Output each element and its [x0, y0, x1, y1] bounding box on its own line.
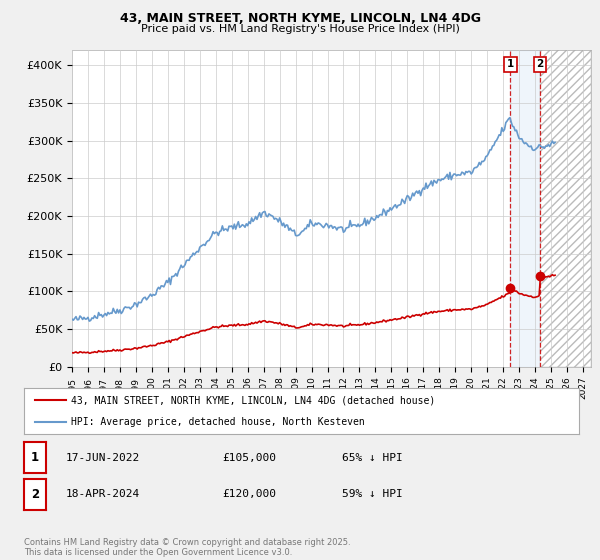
Text: 17-JUN-2022: 17-JUN-2022 [66, 453, 140, 463]
Text: £120,000: £120,000 [222, 489, 276, 499]
Bar [511, 50, 540, 367]
Text: Contains HM Land Registry data © Crown copyright and database right 2025.
This d: Contains HM Land Registry data © Crown c… [24, 538, 350, 557]
Text: 18-APR-2024: 18-APR-2024 [66, 489, 140, 499]
Bar [540, 50, 591, 367]
Text: Price paid vs. HM Land Registry's House Price Index (HPI): Price paid vs. HM Land Registry's House … [140, 24, 460, 34]
Text: 43, MAIN STREET, NORTH KYME, LINCOLN, LN4 4DG: 43, MAIN STREET, NORTH KYME, LINCOLN, LN… [119, 12, 481, 25]
Text: 2: 2 [31, 488, 39, 501]
Text: 1: 1 [507, 59, 514, 69]
Text: 43, MAIN STREET, NORTH KYME, LINCOLN, LN4 4DG (detached house): 43, MAIN STREET, NORTH KYME, LINCOLN, LN… [71, 395, 436, 405]
Text: 59% ↓ HPI: 59% ↓ HPI [342, 489, 403, 499]
Text: 2: 2 [536, 59, 544, 69]
Text: 65% ↓ HPI: 65% ↓ HPI [342, 453, 403, 463]
Text: 1: 1 [31, 451, 39, 464]
Text: HPI: Average price, detached house, North Kesteven: HPI: Average price, detached house, Nort… [71, 417, 365, 427]
Text: £105,000: £105,000 [222, 453, 276, 463]
